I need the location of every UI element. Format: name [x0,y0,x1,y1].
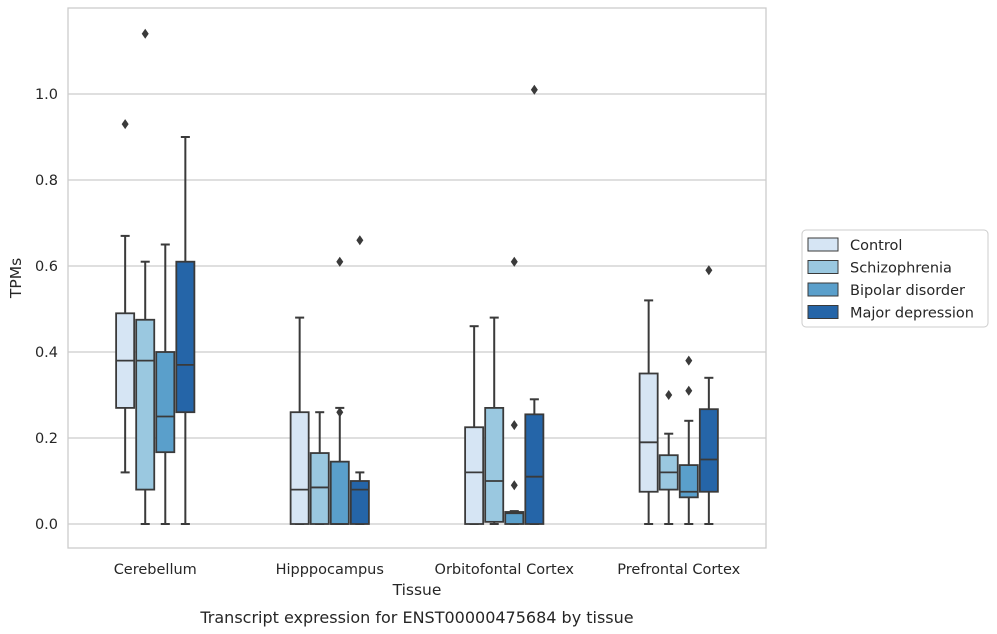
y-tick-label: 0.6 [35,259,58,275]
box-0 [638,372,659,493]
outlier-point [141,28,149,39]
legend: Control Schizophrenia Bipolar disorder Majo… [801,229,989,328]
x-axis-title: Tissue [392,581,442,599]
x-tick-labels: Cerebellum Hipppocampus Orbitofontal Corte… [114,562,741,578]
y-tick-label: 0.4 [35,345,58,361]
box-0 [464,426,485,525]
box-group-0 [115,28,196,525]
box-0 [289,411,310,525]
legend-swatch [807,260,839,274]
outlier-point [530,84,538,95]
legend-label: Schizophrenia [850,261,952,277]
box-groups [115,28,719,525]
box-3 [349,480,370,525]
legend-label: Bipolar disorder [850,283,965,299]
box-3 [524,413,545,525]
outlier-point [336,407,344,418]
y-tick-label: 0.8 [35,173,58,189]
outlier-point [665,390,673,400]
outlier-point [510,420,518,431]
chart-caption: Transcript expression for ENST0000047568… [199,608,633,627]
x-tick-label: Prefrontal Cortex [617,562,740,578]
y-tick-labels: 0.0 0.2 0.4 0.6 0.8 1.0 [35,87,58,533]
y-tick-label: 0.0 [35,517,58,533]
box-group-2 [464,84,545,525]
legend-swatch [807,237,839,252]
outlier-point [705,265,713,276]
box-2 [155,351,176,454]
box-2 [329,460,350,525]
x-tick-label: Orbitofontal Cortex [435,562,575,578]
legend-frame [801,229,989,328]
box-1 [135,318,156,491]
box-3 [175,260,196,414]
outlier-point [121,119,129,130]
legend-swatch [807,305,839,319]
box-2 [504,511,525,525]
box-group-1 [289,235,370,525]
box-1 [484,406,505,523]
plot-frame [67,7,767,549]
box-2 [678,464,699,499]
y-axis-title: TPMs [7,258,25,299]
outlier-point [685,355,693,366]
x-tick-label: Cerebellum [114,562,197,578]
outlier-point [336,256,344,267]
outlier-point [685,385,693,396]
legend-swatch [807,282,839,297]
outlier-point [510,480,518,491]
outlier-point [356,235,364,246]
y-tick-label: 1.0 [35,87,58,103]
box-group-3 [638,265,719,525]
legend-label: Major depression [850,306,974,322]
legend-label: Control [850,238,902,254]
x-tick-label: Hipppocampus [276,562,384,578]
box-1 [309,452,330,525]
outlier-point [510,256,518,267]
y-tick-label: 0.2 [35,431,58,447]
box-3 [698,408,719,493]
